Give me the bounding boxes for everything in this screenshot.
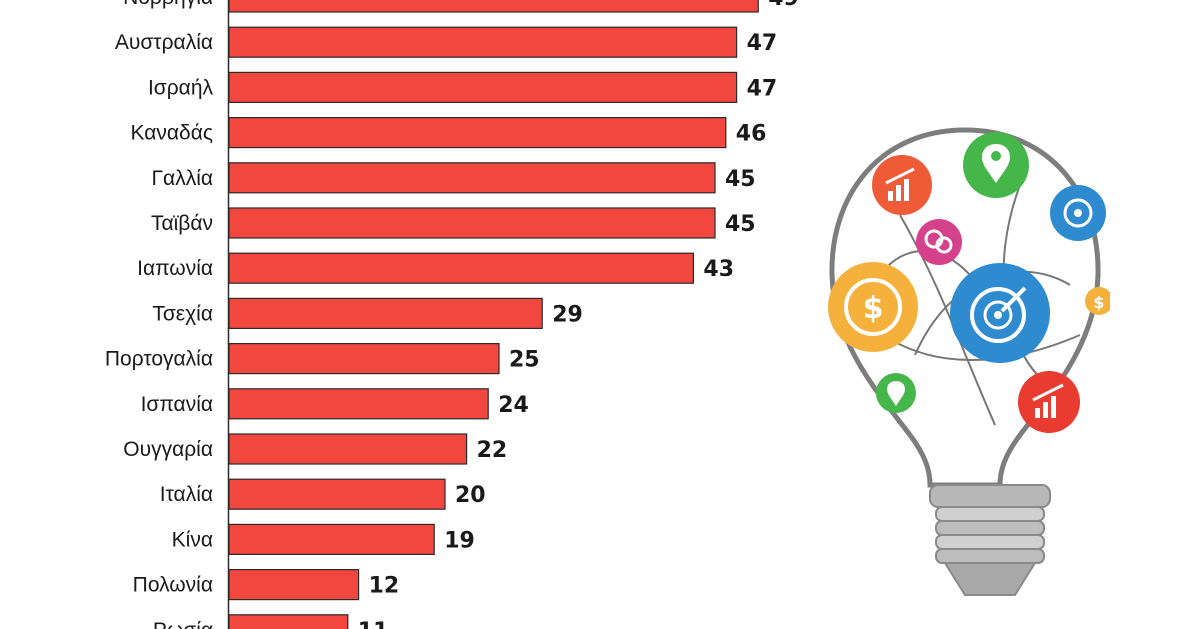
target-icon — [1050, 185, 1106, 241]
value-label: 47 — [747, 31, 778, 56]
bar-5 — [228, 162, 716, 194]
dollar-coin-icon: $ — [1085, 287, 1110, 315]
svg-text:$: $ — [863, 291, 884, 326]
bar-15 — [228, 614, 349, 629]
category-label: Νορβηγία — [123, 0, 213, 9]
category-label: Ρωσία — [153, 619, 213, 629]
brain-icon — [916, 219, 962, 265]
category-label: Ισπανία — [141, 393, 213, 416]
value-label: 12 — [369, 574, 400, 599]
lightbulb-illustration: $ $ — [828, 127, 1110, 596]
bar-13 — [228, 523, 435, 556]
dollar-coin-icon: $ — [828, 262, 918, 352]
value-label: 45 — [725, 167, 756, 192]
category-label: Ιαπωνία — [137, 257, 213, 280]
category-label: Κίνα — [172, 528, 213, 551]
location-pin-icon — [876, 373, 916, 413]
bar-4 — [228, 116, 727, 149]
value-label: 47 — [747, 76, 778, 101]
bar-10 — [228, 388, 489, 420]
bar-2 — [228, 26, 738, 58]
bar-6 — [228, 207, 716, 239]
category-label: Καναδάς — [131, 122, 213, 145]
bar-9 — [228, 343, 500, 375]
category-label: Γαλλία — [151, 167, 213, 190]
value-label: 19 — [444, 528, 475, 553]
value-label: 46 — [736, 122, 767, 147]
bar-1 — [228, 0, 759, 13]
category-label: Ισραήλ — [148, 76, 214, 99]
bar-11 — [228, 433, 468, 465]
bar-7 — [228, 252, 694, 284]
value-label: 24 — [498, 393, 529, 418]
value-label: 49 — [768, 0, 799, 11]
svg-text:$: $ — [1093, 293, 1104, 312]
value-label: 11 — [358, 619, 389, 629]
category-label: Πορτογαλία — [105, 348, 213, 371]
target-icon — [950, 263, 1050, 363]
value-label: 43 — [703, 257, 734, 282]
growth-chart-icon — [1018, 371, 1080, 433]
value-label: 29 — [552, 302, 583, 327]
category-label: Ουγγαρία — [123, 438, 213, 461]
bar-8 — [228, 297, 543, 329]
bar-14 — [228, 568, 360, 601]
category-label: Πολωνία — [133, 574, 213, 597]
bar-3 — [228, 71, 738, 104]
value-label: 20 — [455, 483, 486, 508]
bar-12 — [228, 478, 446, 510]
category-label: Αυστραλία — [115, 31, 213, 54]
growth-chart-icon — [872, 155, 932, 215]
category-label: Τσεχία — [152, 302, 213, 325]
value-label: 22 — [477, 438, 508, 463]
category-label: Ιταλία — [160, 483, 213, 506]
category-label: Ταϊβάν — [151, 212, 213, 235]
value-label: 25 — [509, 348, 540, 373]
value-label: 45 — [725, 212, 756, 237]
location-pin-icon — [963, 132, 1029, 198]
